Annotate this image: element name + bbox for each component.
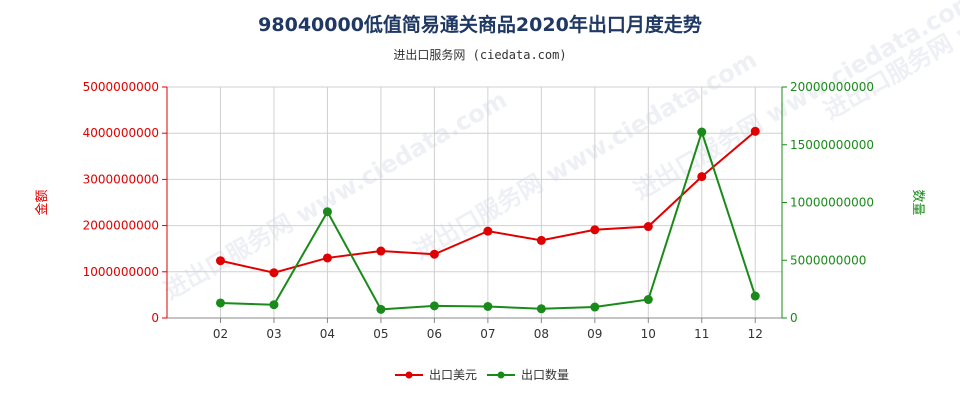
data-point [483,226,493,236]
x-tick-label: 04 [320,327,335,341]
data-point [376,246,386,256]
data-point [215,298,225,308]
y-tick-label-left: 1000000000 [83,265,159,279]
y-axis-label-left: 金额 [34,189,50,215]
y-tick-label-left: 5000000000 [83,80,159,94]
data-point [376,304,386,314]
y-tick-label-left: 0 [151,311,159,325]
legend: 出口美元 出口数量 [395,367,569,382]
y-axis-label-right: 数量 [910,189,925,215]
chart-title: 98040000低值简易通关商品2020年出口月度走势 [258,14,702,36]
data-point [215,256,225,266]
data-point [269,300,279,310]
x-tick-label: 09 [587,327,602,341]
data-point [697,172,707,182]
data-point [429,301,439,311]
x-tick-label: 03 [266,327,281,341]
x-tick-label: 06 [427,327,442,341]
legend-label: 出口数量 [521,367,569,382]
data-point [536,304,546,314]
data-point [590,302,600,312]
y-tick-label-right: 5000000000 [790,253,866,267]
data-point [322,253,332,263]
data-point [269,268,279,278]
data-point [483,301,493,311]
x-tick-label: 10 [641,327,656,341]
legend-swatch-marker [405,371,413,379]
data-point [697,127,707,137]
data-point [429,249,439,259]
x-tick-label: 08 [534,327,549,341]
data-point [590,225,600,235]
data-point [536,235,546,245]
y-tick-label-left: 4000000000 [83,126,159,140]
y-tick-label-left: 3000000000 [83,172,159,186]
legend-swatch-marker [497,371,505,379]
legend-label: 出口美元 [429,368,477,382]
y-tick-label-left: 2000000000 [83,219,159,233]
y-tick-label-right: 0 [790,311,798,325]
axes: 0 1000000000 2000000000 3000000000 400000000… [83,80,874,341]
data-point [750,291,760,301]
x-tick-label: 02 [213,327,228,341]
y-tick-label-right: 10000000000 [790,196,874,210]
series [215,126,760,314]
data-point [322,207,332,217]
y-tick-label-right: 15000000000 [790,138,874,152]
x-tick-label: 12 [748,327,763,341]
data-point [750,126,760,136]
y-tick-label-right: 20000000000 [790,80,874,94]
x-tick-label: 07 [480,327,495,341]
data-point [643,295,653,305]
x-tick-label: 05 [373,327,388,341]
x-tick-label: 11 [694,327,709,341]
data-point [643,222,653,232]
chart-subtitle: 进出口服务网 (ciedata.com) [393,48,567,62]
